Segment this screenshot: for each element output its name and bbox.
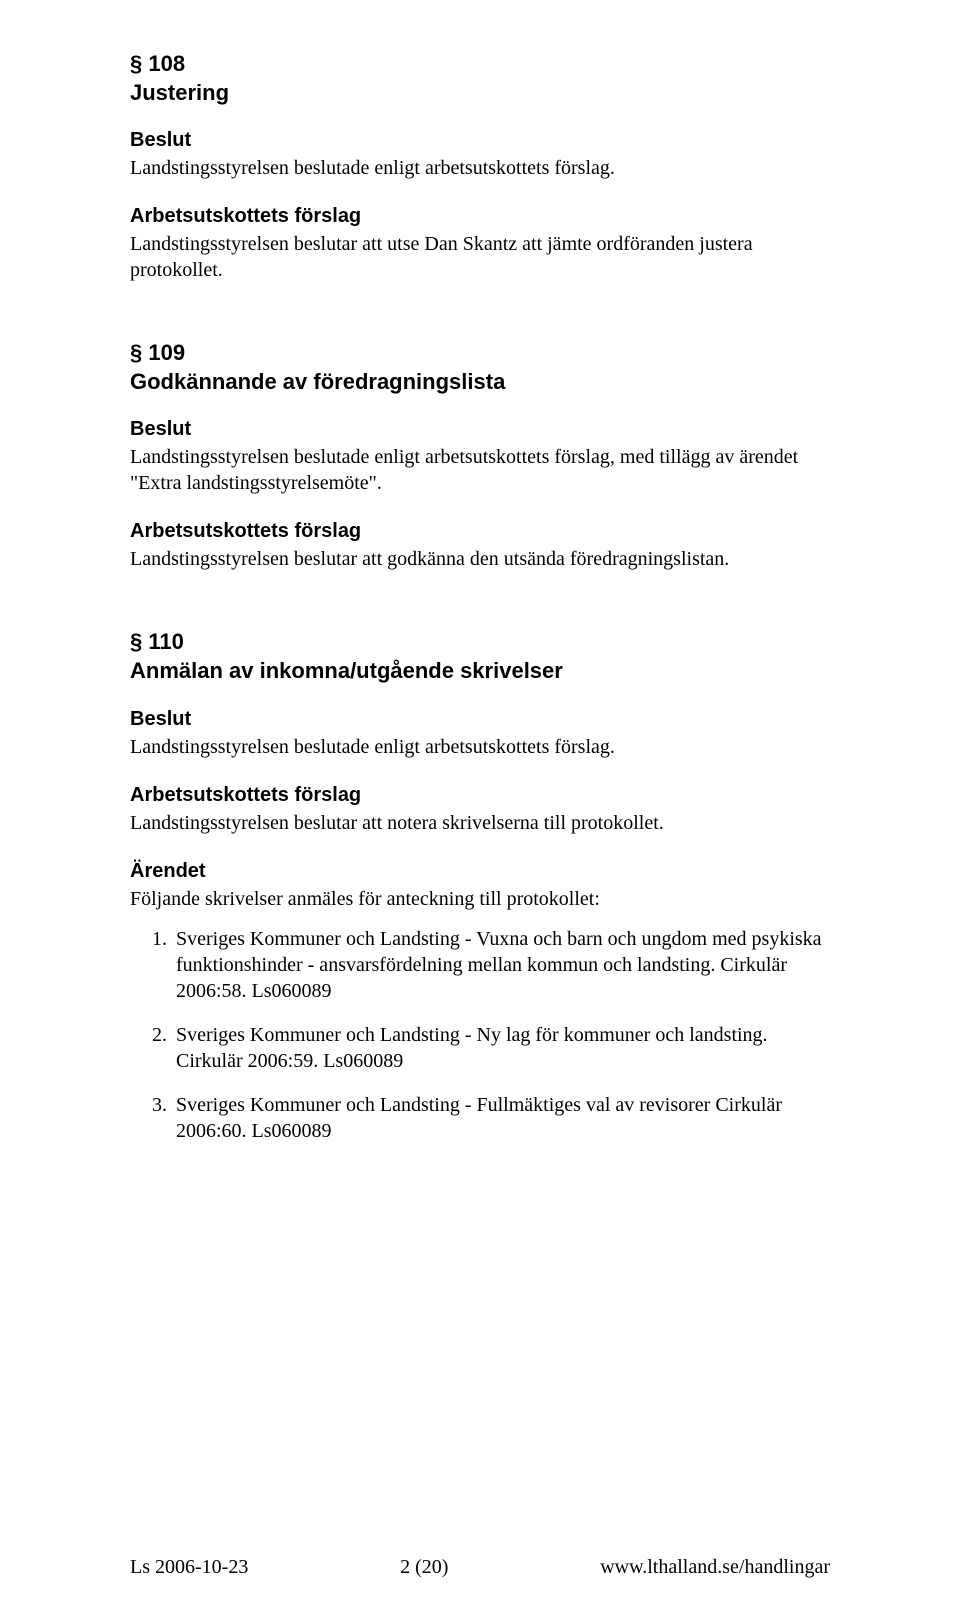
- section-108-title: Justering: [130, 79, 830, 108]
- section-108-au-heading: Arbetsutskottets förslag: [130, 203, 830, 229]
- section-109-beslut-text: Landstingsstyrelsen beslutade enligt arb…: [130, 444, 830, 496]
- section-109-au-heading: Arbetsutskottets förslag: [130, 518, 830, 544]
- section-110-au-text: Landstingsstyrelsen beslutar att notera …: [130, 810, 830, 836]
- section-109-title: Godkännande av föredragningslista: [130, 368, 830, 397]
- section-110-title: Anmälan av inkomna/utgående skrivelser: [130, 657, 830, 686]
- section-108-label: § 108: [130, 50, 830, 79]
- list-item: Sveriges Kommuner och Landsting - Vuxna …: [172, 926, 830, 1004]
- section-109-beslut-heading: Beslut: [130, 416, 830, 442]
- section-110-au-heading: Arbetsutskottets förslag: [130, 782, 830, 808]
- footer-left: Ls 2006-10-23: [130, 1554, 248, 1580]
- section-109-label: § 109: [130, 339, 830, 368]
- section-108-beslut-text: Landstingsstyrelsen beslutade enligt arb…: [130, 155, 830, 181]
- list-item: Sveriges Kommuner och Landsting - Fullmä…: [172, 1092, 830, 1144]
- list-item: Sveriges Kommuner och Landsting - Ny lag…: [172, 1022, 830, 1074]
- footer-center: 2 (20): [400, 1554, 448, 1580]
- section-110-beslut-text: Landstingsstyrelsen beslutade enligt arb…: [130, 734, 830, 760]
- section-108-au-text: Landstingsstyrelsen beslutar att utse Da…: [130, 231, 830, 283]
- section-110-label: § 110: [130, 628, 830, 657]
- section-108-beslut-heading: Beslut: [130, 127, 830, 153]
- page-footer: Ls 2006-10-23 2 (20) www.lthalland.se/ha…: [130, 1554, 830, 1580]
- section-110-beslut-heading: Beslut: [130, 706, 830, 732]
- section-110-arendet-text: Följande skrivelser anmäles för anteckni…: [130, 886, 830, 912]
- section-110-arendet-heading: Ärendet: [130, 858, 830, 884]
- section-110-list: Sveriges Kommuner och Landsting - Vuxna …: [130, 926, 830, 1144]
- section-109-au-text: Landstingsstyrelsen beslutar att godkänn…: [130, 546, 830, 572]
- footer-right: www.lthalland.se/handlingar: [600, 1554, 830, 1580]
